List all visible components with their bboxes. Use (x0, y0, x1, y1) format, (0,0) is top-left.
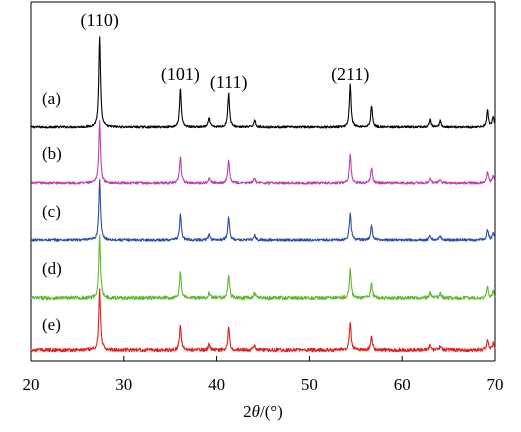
x-axis-title-unit: /(°) (260, 402, 283, 421)
x-tick-label: 70 (487, 375, 504, 394)
peak-label: (110) (81, 10, 119, 31)
series-layer (30, 36, 496, 353)
xrd-series-line (30, 178, 496, 242)
peak-label: (211) (331, 64, 369, 85)
x-axis-title-prefix: 2 (243, 402, 252, 421)
xrd-series-line (30, 234, 496, 301)
peak-label: (111) (210, 72, 248, 93)
x-tick-label: 50 (301, 375, 318, 394)
x-tick-label: 40 (208, 375, 225, 394)
x-tick-label: 20 (23, 375, 40, 394)
series-label: (e) (42, 315, 61, 334)
xrd-series-line (30, 288, 496, 353)
peak-label: (101) (161, 64, 200, 85)
series-label: (d) (42, 259, 62, 278)
x-tick-label: 60 (394, 375, 411, 394)
x-axis-title: 2θ/(°) (243, 402, 283, 421)
series-label: (a) (42, 89, 61, 108)
xrd-series-line (30, 36, 496, 129)
series-label: (b) (42, 144, 62, 163)
x-axis-title-theta: θ (252, 402, 260, 421)
xrd-series-line (30, 120, 496, 185)
series-label: (c) (42, 202, 61, 221)
x-tick-label: 30 (115, 375, 132, 394)
peak-labels: (110) (101) (111) (211) (81, 10, 370, 93)
series-labels: (a) (b) (c) (d) (e) (42, 89, 62, 334)
x-ticks: 20 30 40 50 60 70 (23, 356, 504, 394)
